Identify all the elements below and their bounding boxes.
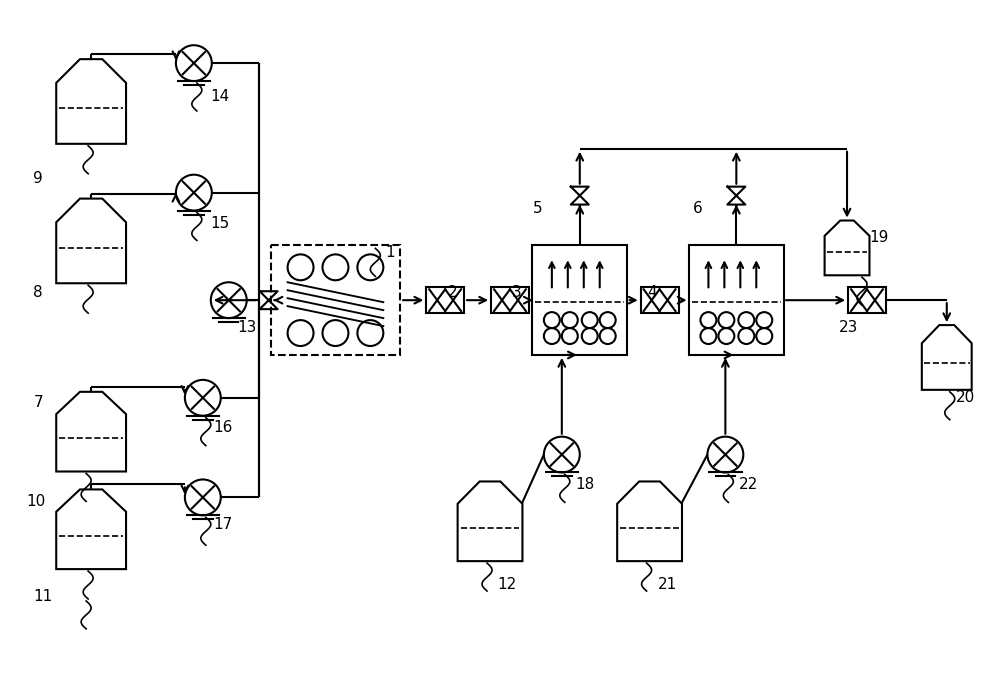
- Text: 22: 22: [739, 477, 759, 493]
- Text: 11: 11: [33, 589, 53, 604]
- Text: 21: 21: [658, 577, 677, 592]
- Bar: [491, 287, 529, 313]
- Text: 13: 13: [238, 320, 257, 335]
- Text: 12: 12: [497, 577, 516, 592]
- Text: 2: 2: [448, 285, 458, 301]
- Bar: [532, 246, 627, 355]
- Text: 18: 18: [576, 477, 595, 493]
- Text: 6: 6: [692, 201, 702, 216]
- Text: 20: 20: [956, 390, 975, 405]
- Text: 3: 3: [512, 285, 522, 301]
- Text: 23: 23: [839, 320, 858, 335]
- Bar: [271, 246, 400, 355]
- Text: 7: 7: [33, 395, 43, 410]
- Bar: [689, 246, 784, 355]
- Bar: [641, 287, 679, 313]
- Text: 16: 16: [214, 420, 233, 434]
- Text: 10: 10: [26, 494, 46, 509]
- Text: 5: 5: [533, 201, 543, 216]
- Bar: [426, 287, 464, 313]
- Text: 4: 4: [648, 285, 657, 301]
- Text: 15: 15: [211, 216, 230, 230]
- Text: 17: 17: [214, 517, 233, 532]
- Text: 9: 9: [33, 171, 43, 186]
- Text: 8: 8: [33, 285, 43, 301]
- Text: 19: 19: [869, 230, 888, 246]
- Text: 1: 1: [385, 246, 395, 260]
- Text: 14: 14: [211, 89, 230, 104]
- Bar: [848, 287, 886, 313]
